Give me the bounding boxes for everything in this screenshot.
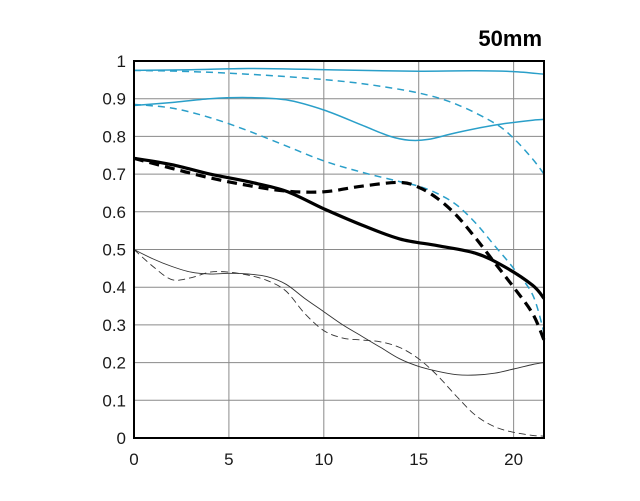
y-tick-label: 0.1 <box>102 391 126 410</box>
y-axis-ticks: 0 0.1 0.2 0.3 0.4 0.5 0.6 0.7 0.8 0.9 1 <box>102 52 126 448</box>
series-line-2 <box>133 69 545 175</box>
series-line-1 <box>133 67 545 75</box>
series-line-5 <box>133 156 546 300</box>
y-tick-label: 0.3 <box>102 316 126 335</box>
series-line-8 <box>133 249 545 437</box>
x-tick-label: 15 <box>409 450 428 469</box>
series-line-7 <box>133 249 545 376</box>
x-axis-ticks: 0 5 10 15 20 <box>129 450 523 469</box>
y-tick-label: 0.6 <box>102 203 126 222</box>
y-tick-label: 0.8 <box>102 127 126 146</box>
series-line-4 <box>133 103 545 333</box>
y-tick-label: 0.9 <box>102 90 126 109</box>
grid <box>133 60 544 439</box>
x-tick-label: 5 <box>224 450 233 469</box>
plot-frame <box>133 60 545 439</box>
x-tick-label: 20 <box>504 450 523 469</box>
y-tick-label: 0.7 <box>102 165 126 184</box>
chart-title: 50mm <box>478 26 542 51</box>
x-tick-label: 0 <box>129 450 138 469</box>
y-tick-label: 0.4 <box>102 278 126 297</box>
x-tick-label: 10 <box>314 450 333 469</box>
y-tick-label: 0.2 <box>102 354 126 373</box>
y-tick-label: 0 <box>117 429 126 448</box>
series-line-3 <box>133 96 545 142</box>
y-tick-label: 1 <box>117 52 126 71</box>
series-group <box>133 67 546 437</box>
series-line-6 <box>133 156 546 341</box>
y-tick-label: 0.5 <box>102 241 126 260</box>
